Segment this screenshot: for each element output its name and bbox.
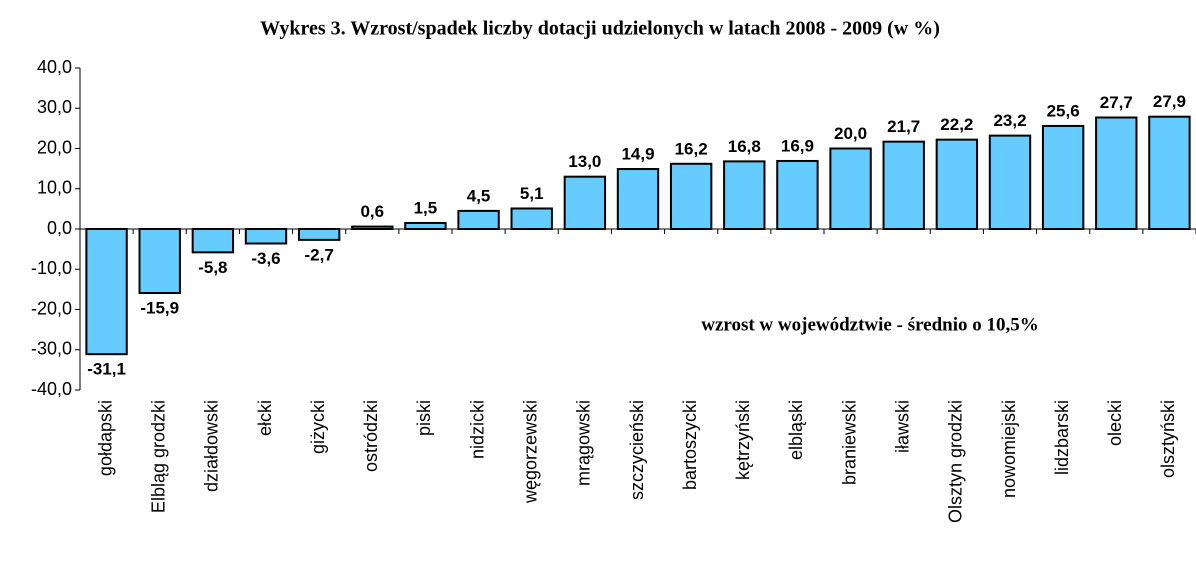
- x-tick-label: elbląski: [786, 400, 806, 460]
- data-label: 20,0: [834, 124, 867, 143]
- y-tick-label: 20,0: [37, 137, 72, 157]
- x-tick-label: piski: [414, 400, 434, 436]
- data-label: 16,8: [728, 137, 761, 156]
- bar: [669, 162, 713, 230]
- bar: [297, 228, 341, 241]
- x-tick-label: lidzbarski: [1052, 400, 1072, 475]
- data-label: 23,2: [993, 111, 1026, 130]
- data-label: 0,6: [360, 202, 384, 221]
- y-tick-label: 0,0: [47, 218, 72, 238]
- x-tick-label: Olsztyn grodzki: [946, 400, 966, 523]
- data-label: 5,1: [520, 184, 544, 203]
- x-tick-label: iławski: [892, 400, 912, 453]
- x-tick-label: ostródzki: [361, 400, 381, 472]
- chart-title: Wykres 3. Wzrost/spadek liczby dotacji u…: [260, 18, 940, 40]
- x-tick-label: nidzicki: [467, 400, 487, 459]
- x-tick-label: olecki: [1105, 400, 1125, 446]
- bar: [1095, 116, 1138, 230]
- x-tick-label: mrągowski: [574, 400, 594, 486]
- y-tick-label: -40,0: [31, 379, 72, 399]
- x-tick-label: giżycki: [308, 400, 328, 454]
- bar: [457, 209, 500, 230]
- bar: [1041, 124, 1085, 230]
- bar: [776, 159, 819, 230]
- x-tick-label: nowomiejski: [999, 400, 1019, 498]
- bar: [935, 138, 979, 231]
- bar: [191, 228, 235, 254]
- y-tick-label: -20,0: [31, 298, 72, 318]
- data-label: -5,8: [198, 258, 227, 277]
- data-label: -15,9: [140, 298, 179, 317]
- data-label: 13,0: [568, 152, 601, 171]
- bar: [882, 140, 925, 230]
- y-tick-label: 10,0: [37, 178, 72, 198]
- x-tick-label: olsztyński: [1158, 400, 1178, 478]
- data-label: 16,2: [675, 139, 708, 158]
- x-tick-label: kętrzyński: [733, 400, 753, 480]
- y-tick-label: 40,0: [37, 57, 72, 77]
- x-tick-label: ełcki: [255, 400, 275, 436]
- data-label: 25,6: [1047, 101, 1080, 120]
- bar: [510, 207, 553, 231]
- y-tick-label: -30,0: [31, 339, 72, 359]
- x-tick-label: węgorzewski: [520, 400, 540, 504]
- x-tick-label: szczycieński: [627, 400, 647, 500]
- x-tick-label: Elbląg grodzki: [148, 400, 168, 513]
- y-tick-label: 30,0: [37, 97, 72, 117]
- x-tick-label: braniewski: [839, 400, 859, 485]
- data-label: 27,9: [1153, 92, 1186, 111]
- annotation: wzrost w województwie - średnio o 10,5%: [701, 314, 1039, 335]
- x-tick-label: działdowski: [202, 400, 222, 492]
- data-label: -3,6: [251, 249, 280, 268]
- data-label: 14,9: [621, 145, 654, 164]
- bar: [563, 175, 607, 231]
- bar: [829, 147, 872, 230]
- bar: [723, 160, 766, 231]
- data-label: 16,9: [781, 136, 814, 155]
- y-tick-label: -10,0: [31, 258, 72, 278]
- data-label: 21,7: [887, 117, 920, 136]
- data-label: 27,7: [1100, 93, 1133, 112]
- data-label: -31,1: [87, 360, 126, 379]
- data-label: 22,2: [940, 115, 973, 134]
- bar: [244, 228, 288, 245]
- bar: [404, 221, 447, 230]
- bar: [85, 228, 128, 356]
- bar: [988, 134, 1032, 230]
- bar: [138, 228, 181, 294]
- bar: [616, 168, 660, 230]
- data-label: -2,7: [304, 245, 333, 264]
- x-tick-label: gołdapski: [95, 400, 115, 476]
- bar: [1148, 115, 1191, 230]
- x-tick-label: bartoszycki: [680, 400, 700, 490]
- data-label: 1,5: [414, 198, 438, 217]
- data-label: 4,5: [467, 186, 491, 205]
